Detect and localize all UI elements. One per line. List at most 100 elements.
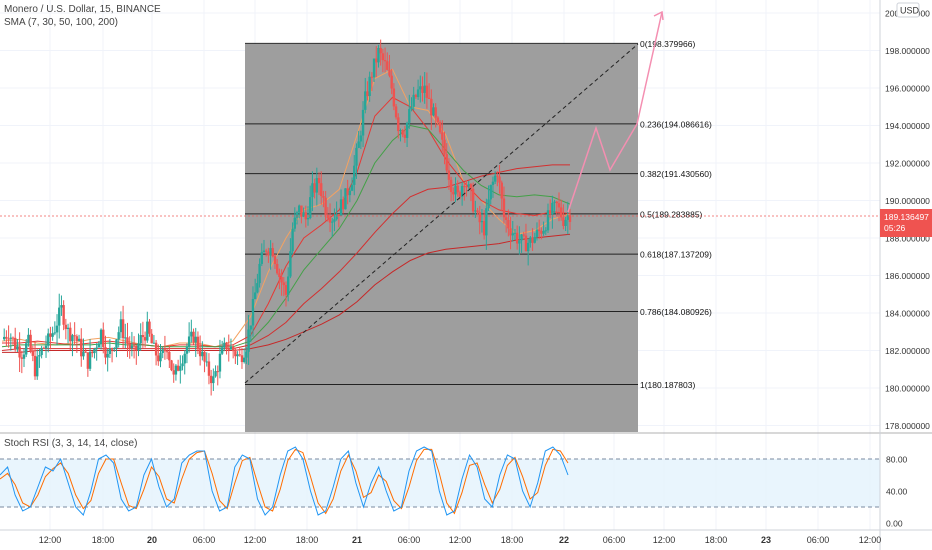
candle-body (335, 214, 338, 220)
candle-body (375, 58, 378, 63)
candle-body (146, 321, 149, 341)
time-tick-label: 18:00 (501, 535, 524, 545)
candle-body (231, 346, 235, 352)
candle-body (5, 336, 8, 339)
candle-body (207, 361, 211, 376)
symbol-title[interactable]: Monero / U.S. Dollar, 15, BINANCE (4, 4, 161, 15)
time-tick-label: 12:00 (39, 535, 62, 545)
price-tick-label: 180.000000 (885, 384, 930, 394)
candle-body (55, 325, 59, 333)
candle-body (339, 199, 343, 217)
sma-legend[interactable]: SMA (7, 30, 50, 100, 200) (4, 17, 118, 28)
candle-body (546, 210, 550, 231)
projection-arrowhead (653, 10, 664, 21)
candle-body (537, 229, 541, 232)
candle-body (513, 232, 517, 234)
candle-body (135, 345, 138, 351)
candle-body (181, 363, 184, 367)
projection-path[interactable] (567, 11, 663, 213)
candle-body (209, 375, 213, 384)
fib-trendline[interactable] (244, 43, 639, 384)
candle-body (179, 366, 182, 371)
time-tick-label: 18:00 (92, 535, 115, 545)
candle-body (42, 347, 46, 349)
candle-body (326, 214, 330, 219)
time-axis[interactable]: 12:00 18:00 20 06:00 12:00 18:00 21 06:00 12:00 1… (39, 535, 882, 545)
candle-body (474, 210, 477, 212)
candle-body (386, 61, 389, 70)
candle-body (86, 352, 90, 369)
candle-body (117, 332, 120, 340)
candle-body (419, 86, 422, 90)
candle-body (482, 221, 486, 236)
currency-badge[interactable] (896, 2, 920, 18)
time-tick-label: 18:00 (296, 535, 319, 545)
candle-body (515, 232, 519, 244)
candle-body (88, 351, 92, 369)
time-tick-label: 06:00 (603, 535, 626, 545)
candle-body (64, 324, 68, 330)
candle-body (267, 251, 270, 256)
candle-body (518, 240, 521, 244)
stoch-rsi-legend[interactable]: Stoch RSI (3, 3, 14, 14, close) (4, 438, 137, 449)
candle-body (467, 184, 470, 187)
candle-body (300, 205, 303, 217)
candle-body (295, 212, 299, 218)
candle-body (434, 107, 437, 118)
fib-level-label: 0.5(189.283885) (640, 209, 703, 219)
candle-body (80, 338, 83, 357)
candle-body (273, 256, 277, 265)
price-tick-label: 196.000000 (885, 84, 930, 94)
candle-body (143, 337, 147, 341)
candle-body (568, 215, 572, 222)
candle-body (278, 273, 281, 277)
candle-body (242, 357, 246, 363)
candle-body (377, 47, 380, 63)
current-price-value: 189.136497 (884, 212, 929, 222)
candle-body (130, 345, 134, 349)
time-tick-label: 12:00 (244, 535, 267, 545)
candle-body (159, 352, 162, 362)
candle-body (463, 185, 466, 187)
candle-body (227, 349, 230, 351)
candle-body (405, 122, 409, 138)
candle-body (379, 47, 382, 54)
candle-body (280, 276, 283, 283)
candle-body (137, 343, 140, 351)
rsi-axis[interactable]: 0.00 40.00 80.00 (886, 455, 908, 529)
candle-body (533, 236, 536, 243)
rsi-tick-label: 80.00 (886, 455, 908, 465)
candle-body (220, 347, 224, 354)
candle-body (126, 337, 129, 344)
candle-body (361, 109, 365, 136)
candle-body (498, 176, 501, 183)
candle-body (496, 175, 499, 177)
price-tick-label: 182.000000 (885, 346, 930, 356)
candle-body (69, 327, 72, 342)
price-tick-label: 192.000000 (885, 159, 930, 169)
candle-body (71, 335, 74, 342)
candle-body (436, 117, 440, 123)
current-price-label (880, 209, 932, 237)
candle-body (102, 329, 105, 348)
candle-body (22, 354, 26, 359)
candle-body (9, 337, 13, 339)
candle-body (104, 347, 107, 358)
candle-body (238, 354, 241, 356)
candle-body (269, 248, 272, 256)
candle-body (476, 210, 479, 213)
candle-body (139, 335, 142, 344)
candle-body (458, 192, 462, 197)
candle-body (456, 185, 459, 193)
candle-body (157, 355, 160, 362)
candle-body (38, 355, 41, 357)
candle-body (124, 337, 127, 339)
candle-body (357, 141, 360, 148)
candle-body (258, 263, 261, 284)
candle-body (187, 336, 191, 347)
rsi-tick-label: 0.00 (886, 519, 903, 529)
fib-retracement-zone[interactable] (245, 44, 638, 432)
candle-body (408, 109, 411, 123)
candle-body (91, 351, 94, 354)
